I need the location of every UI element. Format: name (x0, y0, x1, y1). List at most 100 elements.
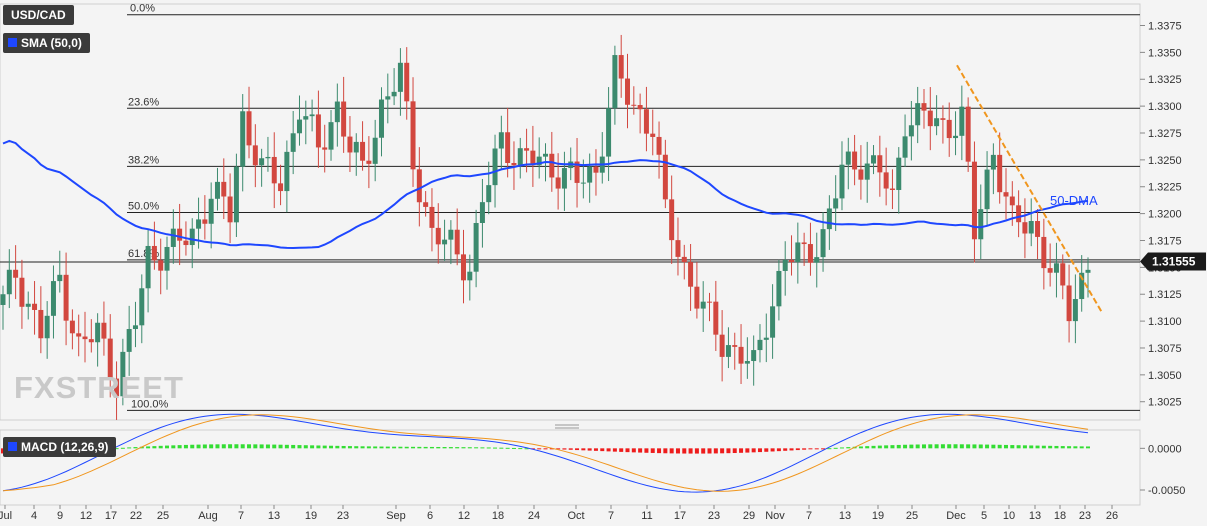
macd-histogram-bar (644, 448, 649, 453)
macd-histogram-bar (947, 444, 952, 449)
fib-label: 23.6% (128, 96, 159, 108)
macd-histogram-bar (190, 444, 195, 449)
macd-histogram-bar (1086, 446, 1090, 449)
x-tick-label: 18 (492, 510, 504, 522)
candle-body (612, 55, 618, 109)
macd-histogram-bar (871, 445, 876, 449)
candle-body (927, 110, 933, 127)
candle-body (442, 239, 448, 245)
macd-histogram-bar (657, 448, 662, 454)
price-tick-label: 1.3125 (1148, 289, 1182, 301)
macd-histogram-bar (694, 448, 699, 454)
macd-histogram-bar (171, 445, 176, 449)
sma-50-line (2, 139, 1089, 250)
candle-body (852, 151, 858, 170)
candle-body (170, 228, 176, 247)
candle-body (454, 229, 460, 255)
macd-histogram-bar (587, 448, 592, 451)
candle-body (946, 119, 952, 139)
macd-histogram-bar (713, 448, 718, 454)
candle-body (858, 169, 864, 180)
candle-body (492, 148, 498, 186)
candle-body (738, 346, 744, 364)
macd-tick-label: -0.0050 (1148, 485, 1185, 497)
candle-body (656, 136, 662, 155)
macd-histogram-bar (997, 444, 1002, 449)
macd-histogram-bar (379, 446, 384, 449)
candle-body (953, 135, 959, 139)
candle-body (820, 229, 826, 258)
macd-histogram-bar (600, 448, 605, 452)
macd-histogram-bar (152, 446, 157, 449)
candle-body (6, 269, 12, 295)
macd-histogram-bar (461, 447, 466, 449)
price-tick-label: 1.3350 (1148, 47, 1182, 59)
candle-body (883, 172, 889, 189)
candle-body (587, 166, 593, 183)
candle-body (385, 96, 391, 100)
candle-body (1028, 221, 1034, 234)
macd-histogram-bar (783, 448, 788, 451)
x-tick-label: Jul (0, 510, 12, 522)
macd-histogram-bar (1067, 446, 1072, 449)
macd-histogram-bar (316, 445, 321, 449)
x-tick-label: 7 (608, 510, 614, 522)
candle-body (1072, 299, 1078, 322)
macd-histogram-bar (776, 448, 781, 452)
candle-body (296, 119, 302, 134)
candle-body (580, 182, 586, 184)
price-tick-label: 1.3375 (1148, 20, 1182, 32)
macd-histogram-bar (934, 444, 939, 449)
macd-histogram-bar (770, 448, 775, 452)
macd-histogram-bar (877, 445, 882, 449)
x-tick-label: 29 (743, 510, 755, 522)
candle-body (214, 181, 220, 199)
candle-body (915, 103, 921, 126)
macd-histogram-bar (417, 446, 422, 449)
price-tick-label: 1.3200 (1148, 209, 1182, 221)
macd-panel (0, 429, 1141, 506)
candle-body (669, 199, 675, 241)
x-tick-label: 22 (130, 510, 142, 522)
candle-body (196, 219, 202, 229)
macd-histogram-bar (177, 445, 182, 449)
candle-body (366, 160, 372, 164)
macd-histogram-bar (638, 448, 643, 453)
macd-histogram-bar (524, 448, 529, 450)
macd-histogram-bar (127, 447, 132, 449)
candle-body (795, 242, 801, 263)
macd-histogram-bar (732, 448, 737, 454)
macd-histogram-bar (234, 444, 239, 449)
candle-body (757, 339, 763, 351)
candle-body (416, 169, 422, 203)
price-tick-label: 1.3250 (1148, 155, 1182, 167)
candle-body (309, 114, 315, 117)
x-tick-label: 5 (981, 510, 987, 522)
candle-body (19, 277, 25, 307)
macd-histogram-bar (631, 448, 636, 453)
candle-body (871, 155, 877, 164)
macd-histogram-bar (896, 444, 901, 449)
macd-histogram-bar (549, 448, 554, 450)
candle-body (555, 177, 561, 189)
macd-histogram-bar (354, 446, 359, 449)
candle-body (505, 132, 511, 164)
macd-histogram-bar (310, 445, 315, 449)
macd-histogram-bar (385, 446, 390, 449)
macd-histogram-bar (966, 444, 971, 449)
falling-trend-line (956, 64, 1103, 314)
macd-histogram-bar (556, 448, 561, 450)
macd-histogram-bar (839, 447, 844, 449)
macd-histogram-bar (221, 444, 226, 449)
macd-histogram-bar (865, 446, 870, 449)
macd-histogram-bar (1003, 444, 1008, 449)
candle-body (303, 116, 309, 120)
candle-body (833, 198, 839, 209)
candle-body (606, 108, 612, 157)
candle-body (618, 55, 624, 79)
candle-body (978, 209, 984, 240)
candle-body (650, 133, 656, 137)
macd-histogram-bar (751, 448, 756, 453)
macd-histogram-bar (404, 446, 409, 449)
macd-histogram-bar (518, 448, 523, 450)
